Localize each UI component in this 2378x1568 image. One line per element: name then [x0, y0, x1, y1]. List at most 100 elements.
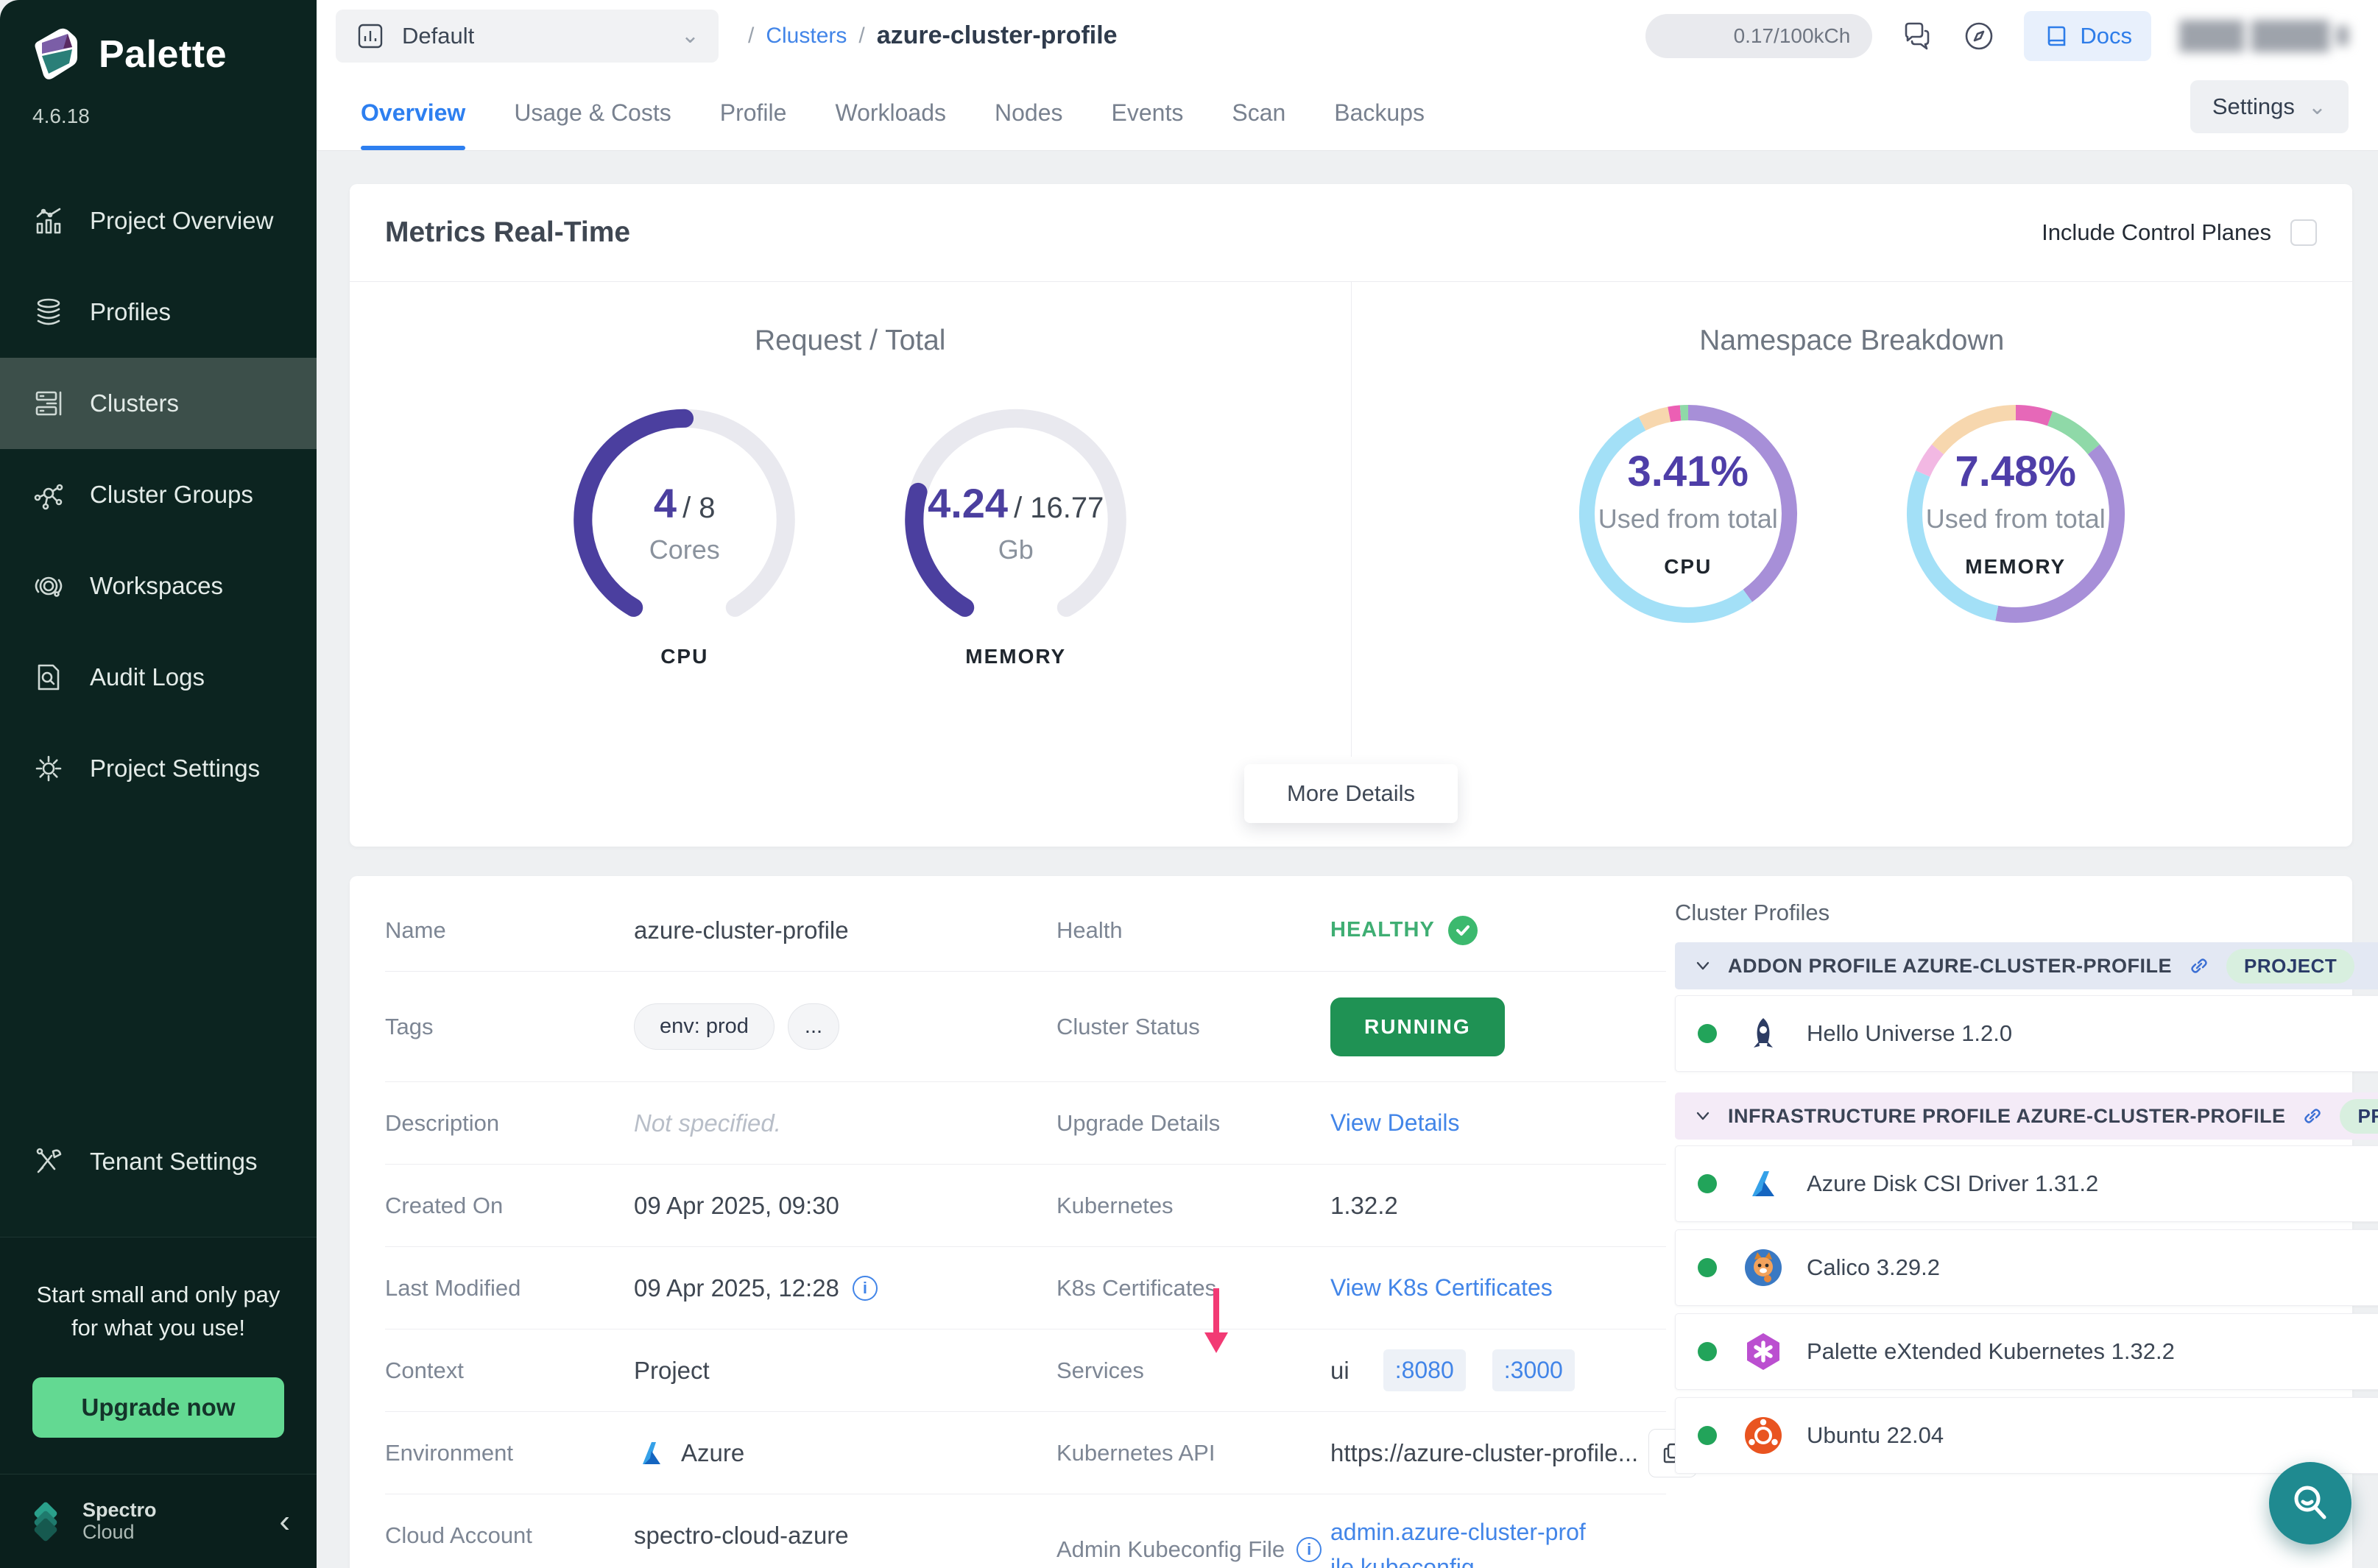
view-k8s-certificates-link[interactable]: View K8s Certificates: [1330, 1274, 1553, 1302]
request-total-title: Request / Total: [350, 325, 1351, 357]
network-icon: [32, 478, 65, 511]
sidebar-item-project-overview[interactable]: Project Overview: [0, 175, 317, 266]
server-icon: [32, 387, 65, 420]
cluster-profiles-title: Cluster Profiles: [1675, 900, 2378, 926]
sidebar-item-cluster-groups[interactable]: Cluster Groups: [0, 449, 317, 540]
include-control-planes-checkbox[interactable]: [2290, 219, 2317, 246]
tab-backups[interactable]: Backups: [1334, 99, 1425, 150]
user-menu-blurred[interactable]: [2179, 20, 2349, 52]
tab-events[interactable]: Events: [1112, 99, 1184, 150]
search-fab-button[interactable]: [2269, 1462, 2351, 1544]
detail-row-health: Health HEALTHY: [1056, 889, 1666, 972]
cpu-gauge-unit: Cores: [561, 534, 808, 565]
memory-gauge-total: / 16.77: [1014, 492, 1104, 524]
more-details-button[interactable]: More Details: [1244, 764, 1458, 823]
detail-label: Health: [1056, 917, 1330, 944]
detail-row-created-on: Created On 09 Apr 2025, 09:30: [385, 1165, 1056, 1247]
app: Palette 4.6.18 Project Overview Profiles: [0, 0, 2378, 1568]
sidebar-item-profiles[interactable]: Profiles: [0, 266, 317, 358]
context-value: Project: [634, 1357, 710, 1385]
detail-row-k8s-certificates: K8s Certificates View K8s Certificates: [1056, 1247, 1666, 1329]
sidebar-item-workspaces[interactable]: Workspaces: [0, 540, 317, 632]
kubernetes-api-value: https://azure-cluster-profile...: [1330, 1439, 1638, 1467]
profile-layer-row-azure-disk[interactable]: Azure Disk CSI Driver 1.31.2 ›: [1675, 1145, 2378, 1222]
memory-gauge-unit: Gb: [892, 534, 1139, 565]
status-dot: [1698, 1426, 1717, 1445]
profile-layer-row-ubuntu[interactable]: Ubuntu 22.04 ›: [1675, 1397, 2378, 1474]
docs-label: Docs: [2080, 23, 2132, 49]
info-icon[interactable]: i: [1296, 1537, 1322, 1562]
cpu-donut-sub: Used from total: [1567, 504, 1810, 534]
sidebar-item-clusters[interactable]: Clusters: [0, 358, 317, 449]
chevron-down-icon: [1694, 957, 1712, 975]
cluster-profiles-panel: Cluster Profiles ADDON PROFILE AZURE-CLU…: [1666, 889, 2378, 1568]
profile-layer-row-hello-universe[interactable]: Hello Universe 1.2.0 ›: [1675, 995, 2378, 1072]
brand-line2: Cloud: [82, 1522, 157, 1544]
more-tags-pill[interactable]: ...: [788, 1003, 839, 1050]
detail-row-upgrade-details: Upgrade Details View Details: [1056, 1082, 1666, 1165]
infrastructure-profile-name: INFRASTRUCTURE PROFILE AZURE-CLUSTER-PRO…: [1728, 1105, 2285, 1128]
bar-chart-icon: [32, 205, 65, 237]
profile-layer-row-calico[interactable]: Calico 3.29.2 ›: [1675, 1229, 2378, 1306]
chat-icon[interactable]: [1900, 19, 1934, 53]
detail-row-kubernetes: Kubernetes 1.32.2: [1056, 1165, 1666, 1247]
service-port-8080-link[interactable]: :8080: [1383, 1349, 1466, 1391]
sidebar-item-tenant-settings[interactable]: Tenant Settings: [0, 1116, 317, 1207]
detail-row-description: Description Not specified.: [385, 1082, 1056, 1165]
docs-button[interactable]: Docs: [2024, 11, 2151, 61]
sidebar-item-label: Project Settings: [90, 755, 260, 783]
breadcrumb-clusters-link[interactable]: Clusters: [766, 24, 847, 49]
metrics-card: Metrics Real-Time Include Control Planes…: [350, 184, 2352, 847]
breadcrumb-separator: /: [858, 24, 864, 49]
book-icon: [2043, 23, 2070, 49]
palette-logo: Palette: [0, 0, 317, 84]
settings-button[interactable]: Settings ⌄: [2190, 80, 2349, 133]
created-on-value: 09 Apr 2025, 09:30: [634, 1192, 839, 1220]
metrics-title: Metrics Real-Time: [385, 216, 630, 249]
status-dot: [1698, 1342, 1717, 1361]
detail-label: Environment: [385, 1440, 634, 1466]
detail-row-tags: Tags env: prod ...: [385, 972, 1056, 1082]
project-selector-value: Default: [402, 23, 681, 49]
infrastructure-profile-header[interactable]: INFRASTRUCTURE PROFILE AZURE-CLUSTER-PRO…: [1675, 1092, 2378, 1140]
app-version: 4.6.18: [0, 84, 317, 128]
kubernetes-version-value: 1.32.2: [1330, 1192, 1398, 1220]
tab-usage-costs[interactable]: Usage & Costs: [514, 99, 671, 150]
sidebar-collapse-chevron[interactable]: ‹: [279, 1505, 290, 1538]
sidebar-item-audit-logs[interactable]: Audit Logs: [0, 632, 317, 723]
tools-icon: [32, 1145, 65, 1178]
tab-overview[interactable]: Overview: [361, 99, 465, 150]
sidebar-item-project-settings[interactable]: Project Settings: [0, 723, 317, 814]
tab-scan[interactable]: Scan: [1232, 99, 1285, 150]
sidebar-item-label: Profiles: [90, 298, 171, 326]
brand-name: Spectro Cloud: [82, 1500, 157, 1543]
detail-label: Created On: [385, 1193, 634, 1219]
tab-nodes[interactable]: Nodes: [995, 99, 1063, 150]
last-modified-value: 09 Apr 2025, 12:28: [634, 1274, 839, 1302]
detail-row-cloud-account: Cloud Account spectro-cloud-azure: [385, 1494, 1056, 1568]
cpu-donut-percent: 3.41%: [1567, 447, 1810, 496]
detail-label: Admin Kubeconfig File: [1056, 1536, 1285, 1563]
compass-icon[interactable]: [1962, 19, 1996, 53]
upgrade-now-button[interactable]: Upgrade now: [32, 1377, 283, 1438]
sidebar-item-label: Workspaces: [90, 572, 223, 600]
audit-doc-icon: [32, 661, 65, 693]
service-port-3000-link[interactable]: :3000: [1492, 1349, 1575, 1391]
chevron-down-icon: ⌄: [2308, 94, 2326, 120]
detail-label: Upgrade Details: [1056, 1110, 1330, 1137]
tab-profile[interactable]: Profile: [720, 99, 787, 150]
details-middle-column: Health HEALTHY Cluster Status RUNNING: [1056, 889, 1666, 1568]
info-icon[interactable]: i: [853, 1276, 878, 1301]
cpu-request-gauge: 4/ 8 Cores CPU: [561, 392, 808, 668]
profile-layer-row-pxk[interactable]: Palette eXtended Kubernetes 1.32.2 ›: [1675, 1313, 2378, 1390]
detail-label: Tags: [385, 1014, 634, 1040]
addon-profile-header[interactable]: ADDON PROFILE AZURE-CLUSTER-PROFILE PROJ…: [1675, 942, 2378, 989]
sidebar-item-label: Audit Logs: [90, 663, 205, 691]
kubeconfig-file-link[interactable]: admin.azure-cluster-profile.kubeconfig: [1330, 1514, 1588, 1568]
view-details-link[interactable]: View Details: [1330, 1109, 1459, 1137]
project-selector[interactable]: Default ⌄: [336, 10, 719, 63]
memory-gauge-value: 4.24: [928, 480, 1008, 526]
sidebar-item-label: Tenant Settings: [90, 1148, 258, 1176]
memory-request-gauge: 4.24/ 16.77 Gb MEMORY: [892, 392, 1139, 668]
tab-workloads[interactable]: Workloads: [835, 99, 946, 150]
